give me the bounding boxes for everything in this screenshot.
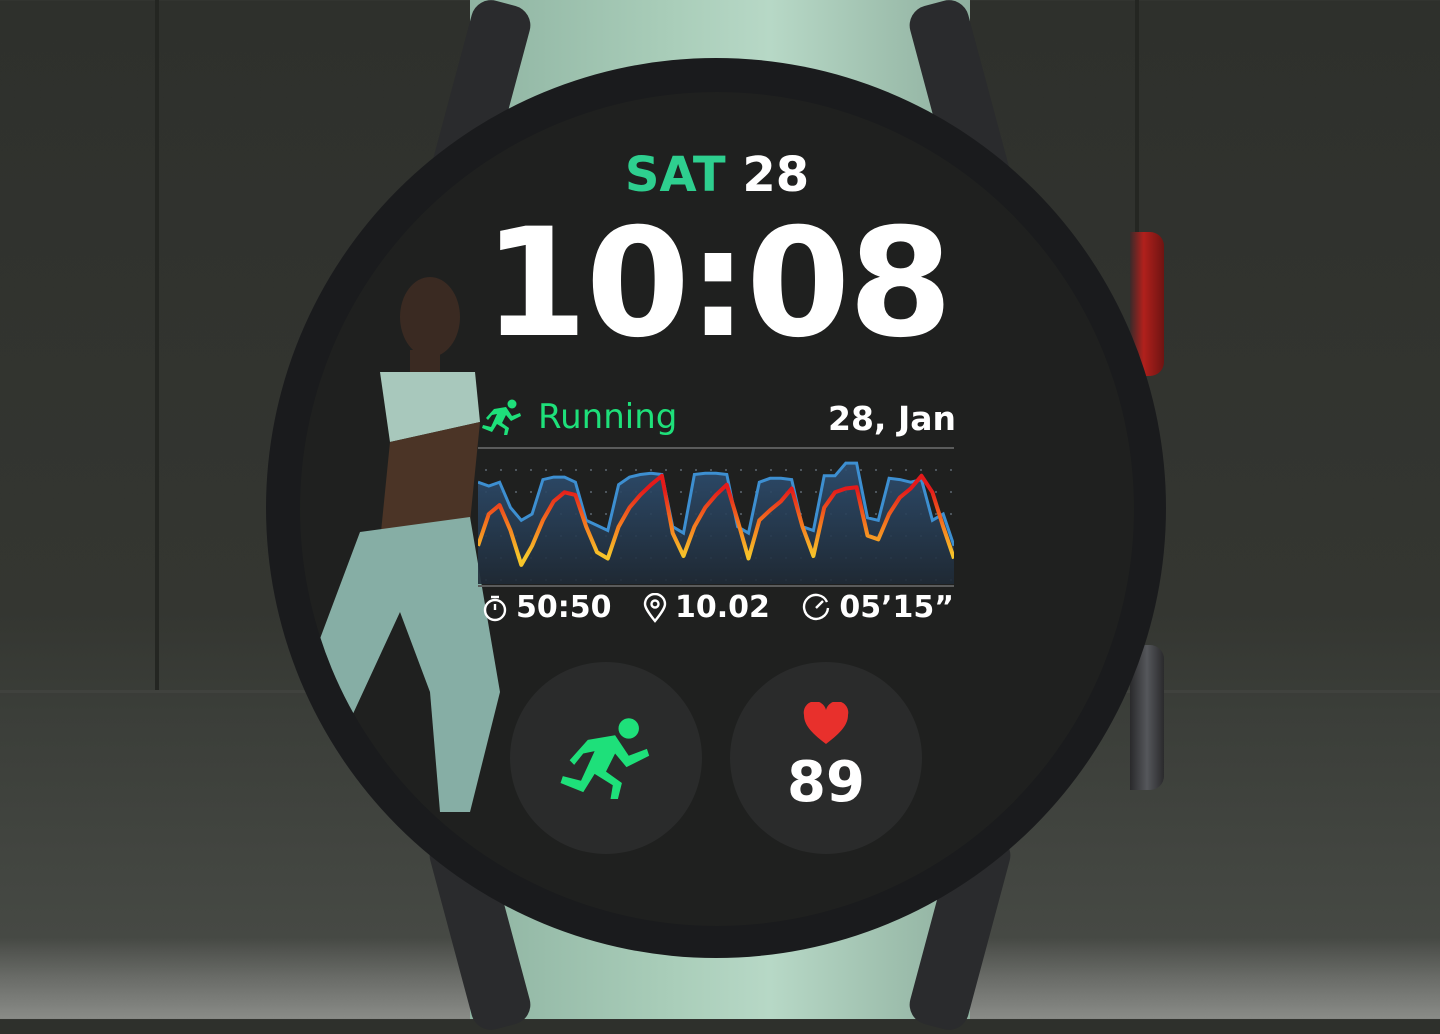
date-label: SAT 28 bbox=[300, 147, 1134, 203]
grid-dot bbox=[530, 491, 532, 493]
grid-dot bbox=[590, 469, 592, 471]
grid-dot bbox=[935, 513, 937, 515]
grid-dot bbox=[800, 491, 802, 493]
grid-dot bbox=[515, 469, 517, 471]
running-icon bbox=[482, 399, 521, 435]
location-pin-icon bbox=[643, 592, 667, 623]
day-number: 28 bbox=[742, 147, 810, 203]
runner-photo bbox=[300, 277, 500, 812]
grid-dot bbox=[605, 491, 607, 493]
grid-dot bbox=[755, 469, 757, 471]
activity-label: Running bbox=[538, 397, 678, 437]
grid-dot bbox=[590, 491, 592, 493]
grid-dot bbox=[680, 513, 682, 515]
grid-dot bbox=[530, 469, 532, 471]
grid-dot bbox=[830, 469, 832, 471]
grid-dot bbox=[560, 469, 562, 471]
grid-dot bbox=[905, 469, 907, 471]
grid-dot bbox=[815, 469, 817, 471]
grid-dot bbox=[500, 469, 502, 471]
clock-time: 10:08 bbox=[483, 197, 952, 371]
grid-dot bbox=[665, 469, 667, 471]
grid-dot bbox=[935, 469, 937, 471]
heart-rate-complication[interactable]: 89 bbox=[730, 662, 922, 854]
grid-dot bbox=[485, 469, 487, 471]
grid-dot bbox=[935, 491, 937, 493]
grid-dot bbox=[575, 469, 577, 471]
activity-header[interactable]: Running bbox=[480, 397, 677, 437]
grid-dot bbox=[740, 491, 742, 493]
grid-dot bbox=[770, 469, 772, 471]
grid-dot bbox=[875, 491, 877, 493]
watch-screen: SAT 28 10:08 Running 28, Jan 50:50 10.02… bbox=[300, 92, 1134, 926]
grid-dot bbox=[635, 469, 637, 471]
grid-dot bbox=[875, 469, 877, 471]
workout-stats: 50:50 10.02 05’15” bbox=[482, 590, 954, 625]
grid-dot bbox=[590, 513, 592, 515]
stat-duration: 50:50 bbox=[482, 590, 612, 625]
grid-dot bbox=[890, 469, 892, 471]
grid-dot bbox=[875, 513, 877, 515]
grid-dot bbox=[695, 469, 697, 471]
grid-dot bbox=[605, 513, 607, 515]
stat-distance: 10.02 bbox=[643, 590, 770, 625]
workout-chart bbox=[478, 461, 954, 584]
grid-dot bbox=[515, 491, 517, 493]
heart-icon bbox=[803, 701, 849, 744]
area-series-line bbox=[478, 461, 954, 547]
grid-dot bbox=[740, 513, 742, 515]
grid-dot bbox=[950, 469, 952, 471]
divider-top bbox=[478, 447, 954, 449]
grid-dot bbox=[860, 469, 862, 471]
grid-dot bbox=[785, 469, 787, 471]
grid-dot bbox=[680, 469, 682, 471]
day-of-week: SAT bbox=[624, 147, 726, 203]
stat-pace: 05’15” bbox=[801, 590, 954, 625]
grid-dot bbox=[605, 469, 607, 471]
stopwatch-icon bbox=[483, 595, 507, 621]
grid-dot bbox=[680, 491, 682, 493]
grid-dot bbox=[800, 469, 802, 471]
grid-dot bbox=[620, 469, 622, 471]
heart-rate-series-line bbox=[478, 473, 954, 567]
grid-dot bbox=[725, 469, 727, 471]
wall-seam bbox=[155, 0, 159, 690]
grid-dot bbox=[545, 469, 547, 471]
divider-bottom bbox=[478, 585, 954, 587]
chart-date: 28, Jan bbox=[828, 399, 956, 438]
heart-rate-value: 89 bbox=[787, 749, 865, 815]
grid-dot bbox=[710, 469, 712, 471]
grid-dot bbox=[815, 491, 817, 493]
area-series bbox=[478, 463, 954, 584]
grid-dot bbox=[950, 513, 952, 515]
workout-shortcut-complication[interactable] bbox=[510, 662, 702, 854]
pace-gauge-icon bbox=[803, 593, 830, 620]
grid-dot bbox=[950, 491, 952, 493]
grid-dot bbox=[920, 469, 922, 471]
grid-dot bbox=[650, 469, 652, 471]
grid-dot bbox=[740, 469, 742, 471]
running-icon bbox=[560, 718, 650, 799]
